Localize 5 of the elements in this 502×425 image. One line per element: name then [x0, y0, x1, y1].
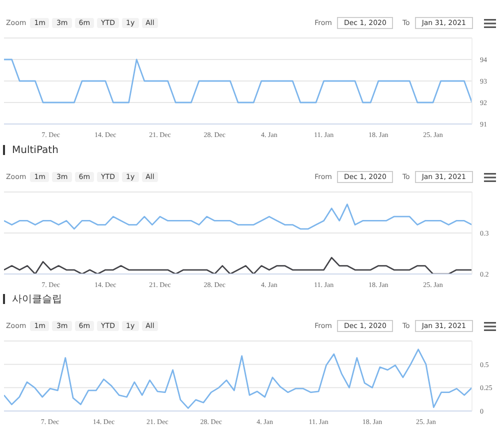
- line-series: [4, 204, 472, 230]
- chart-title: 사이클슬립: [12, 293, 62, 306]
- chart-title: MultiPath: [12, 144, 58, 156]
- line-series: [4, 256, 472, 274]
- line-series: [4, 348, 472, 409]
